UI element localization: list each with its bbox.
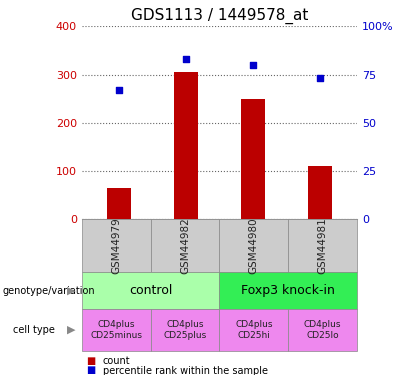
Bar [308,166,332,219]
Point [116,87,122,93]
Text: cell type: cell type [13,325,55,335]
Text: GSM44980: GSM44980 [249,217,259,274]
Text: control: control [129,284,172,297]
Point [249,62,256,68]
Title: GDS1113 / 1449578_at: GDS1113 / 1449578_at [131,7,308,24]
Text: CD4plus
CD25hi: CD4plus CD25hi [235,320,273,340]
Text: count: count [103,356,131,366]
Bar [174,72,198,219]
Text: ▶: ▶ [67,325,76,335]
Text: GSM44981: GSM44981 [318,217,328,274]
Point [317,75,323,81]
Text: GSM44982: GSM44982 [180,217,190,274]
Text: percentile rank within the sample: percentile rank within the sample [103,366,268,375]
Text: CD4plus
CD25plus: CD4plus CD25plus [163,320,207,340]
Text: ■: ■ [86,356,95,366]
Text: genotype/variation: genotype/variation [2,286,95,296]
Point [183,56,189,62]
Text: Foxp3 knock-in: Foxp3 knock-in [241,284,335,297]
Bar [241,99,265,219]
Text: ■: ■ [86,366,95,375]
Text: ▶: ▶ [67,286,76,296]
Text: CD4plus
CD25minus: CD4plus CD25minus [90,320,142,340]
Text: CD4plus
CD25lo: CD4plus CD25lo [304,320,341,340]
Text: GSM44979: GSM44979 [111,217,121,274]
Bar [107,188,131,219]
